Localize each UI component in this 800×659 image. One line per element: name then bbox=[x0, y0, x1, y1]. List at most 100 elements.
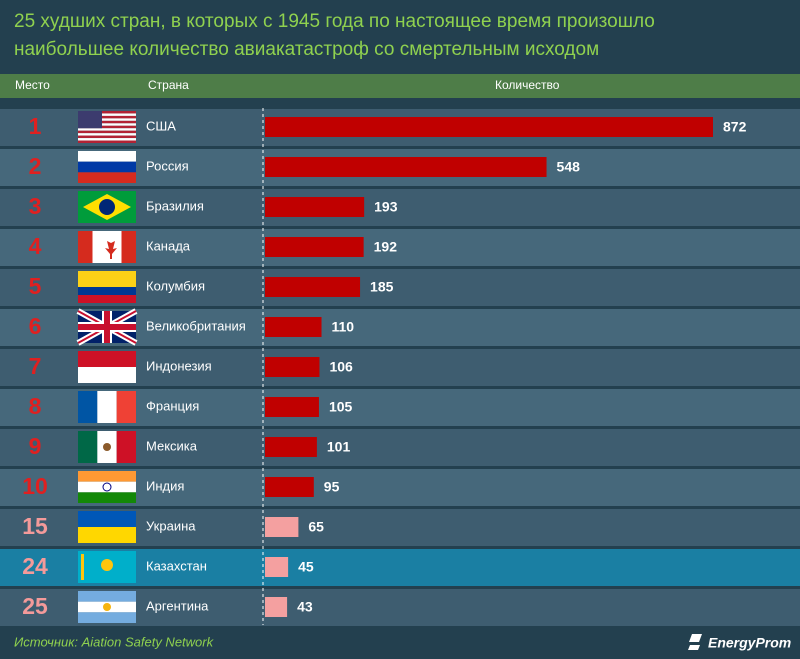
flag-part bbox=[78, 130, 136, 134]
flag bbox=[78, 271, 136, 303]
flag-part bbox=[78, 113, 136, 116]
flag-part bbox=[121, 231, 136, 263]
rank: 3 bbox=[29, 193, 42, 219]
rank: 24 bbox=[22, 553, 48, 579]
flag-part bbox=[97, 391, 117, 423]
flag-part bbox=[78, 161, 136, 173]
rank: 9 bbox=[29, 433, 42, 459]
value-label: 95 bbox=[324, 479, 340, 495]
value-label: 185 bbox=[370, 279, 394, 295]
flag-part bbox=[78, 612, 136, 623]
bar bbox=[265, 197, 365, 217]
chart-title: наибольшее количество авиакатастроф со с… bbox=[14, 39, 599, 60]
flag-part bbox=[78, 118, 136, 121]
value-label: 872 bbox=[723, 119, 747, 135]
flag bbox=[76, 308, 138, 346]
bar bbox=[265, 397, 319, 417]
value-label: 548 bbox=[557, 159, 581, 175]
flag bbox=[78, 191, 136, 223]
rank: 10 bbox=[22, 473, 48, 499]
flag bbox=[78, 351, 136, 383]
value-label: 65 bbox=[308, 519, 324, 535]
flag-part bbox=[78, 287, 136, 295]
flag-part bbox=[103, 443, 111, 451]
flag-part bbox=[78, 431, 98, 463]
country-label: Казахстан bbox=[146, 558, 207, 573]
bar bbox=[265, 277, 361, 297]
column-header: Место bbox=[15, 78, 50, 92]
flag-part bbox=[105, 237, 117, 259]
value-label: 192 bbox=[374, 239, 398, 255]
flag-part bbox=[78, 125, 136, 129]
rank: 1 bbox=[29, 113, 42, 139]
country-label: Индия bbox=[146, 478, 184, 493]
rank: 25 bbox=[22, 593, 48, 619]
bar bbox=[265, 557, 289, 577]
source: Источник: Aiation Safety Network bbox=[14, 634, 215, 649]
country-label: Колумбия bbox=[146, 278, 205, 293]
flag-part bbox=[81, 554, 84, 580]
flag-part bbox=[78, 140, 136, 143]
value-label: 193 bbox=[374, 199, 398, 215]
country-label: Аргентина bbox=[146, 598, 209, 613]
country-label: Украина bbox=[146, 518, 196, 533]
flag-part bbox=[102, 482, 112, 492]
rank: 7 bbox=[29, 353, 42, 379]
country-label: Франция bbox=[146, 398, 199, 413]
flag-part bbox=[78, 295, 136, 303]
value-label: 110 bbox=[332, 319, 355, 335]
column-header: Количество bbox=[495, 78, 560, 92]
country-label: Индонезия bbox=[146, 358, 212, 373]
flag-part bbox=[78, 111, 102, 129]
logo: EnergyProm bbox=[708, 635, 791, 651]
logo-icon bbox=[688, 634, 702, 650]
flag-part bbox=[78, 391, 98, 423]
country-label: Мексика bbox=[146, 438, 198, 453]
flag bbox=[78, 591, 136, 623]
flag-part bbox=[78, 115, 136, 119]
column-header: Страна bbox=[148, 78, 189, 92]
flag-part bbox=[78, 172, 136, 183]
flag-part bbox=[78, 481, 136, 493]
flag bbox=[78, 231, 136, 263]
country-label: США bbox=[146, 118, 176, 133]
value-label: 101 bbox=[327, 439, 351, 455]
value-label: 43 bbox=[297, 599, 313, 615]
flag-part bbox=[78, 138, 136, 141]
flag-part bbox=[101, 559, 113, 571]
country-label: Великобритания bbox=[146, 318, 246, 333]
flag bbox=[78, 551, 136, 583]
rank: 8 bbox=[29, 393, 42, 419]
bar bbox=[265, 517, 299, 537]
flag bbox=[78, 431, 136, 463]
flag-part bbox=[78, 123, 136, 126]
flag-part bbox=[78, 271, 136, 287]
value-label: 105 bbox=[329, 399, 353, 415]
rank: 15 bbox=[22, 513, 48, 539]
flag-part bbox=[78, 120, 136, 124]
bar bbox=[265, 117, 713, 137]
bar bbox=[265, 237, 364, 257]
chart-title: 25 худших стран, в которых с 1945 года п… bbox=[14, 11, 655, 32]
flag-part bbox=[78, 511, 136, 527]
flag-part bbox=[116, 391, 136, 423]
rank: 6 bbox=[29, 313, 42, 339]
value-label: 106 bbox=[329, 359, 353, 375]
flag-part bbox=[78, 133, 136, 136]
flag-part bbox=[78, 591, 136, 602]
flag-part bbox=[92, 231, 107, 263]
bar bbox=[265, 157, 547, 177]
flag-part bbox=[116, 431, 136, 463]
flag-part bbox=[78, 471, 136, 482]
country-label: Канада bbox=[146, 238, 191, 253]
country-label: Бразилия bbox=[146, 198, 204, 213]
flag bbox=[78, 471, 136, 503]
flag-part bbox=[78, 527, 136, 543]
bar bbox=[265, 357, 320, 377]
bar bbox=[265, 317, 322, 337]
flag bbox=[78, 151, 136, 183]
flag-part bbox=[78, 231, 93, 263]
flag-part bbox=[103, 603, 111, 611]
flag bbox=[78, 111, 136, 143]
